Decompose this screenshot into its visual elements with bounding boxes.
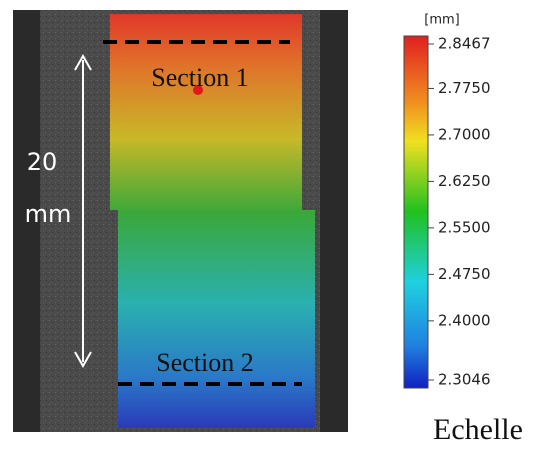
hot-spot	[193, 85, 203, 95]
colorbar-tick-label: 2.4750	[438, 265, 491, 283]
colorbar-bar	[403, 35, 429, 389]
colorbar-tick-label: 2.7000	[438, 125, 491, 143]
colorbar-title: Echelle	[433, 413, 523, 446]
colorbar-tick-label: 2.6250	[438, 172, 491, 190]
length-unit: mm	[25, 200, 72, 228]
colorbar-tick-label: 2.7750	[438, 79, 491, 97]
colorbar: [mm] Echelle 2.8467 2.7750 2.7000 2.6250 2.5…	[403, 13, 523, 446]
section-label: Section 1	[151, 63, 249, 92]
length-value: 20	[27, 148, 58, 176]
colorbar-tick-label: 2.3046	[438, 371, 491, 389]
colorbar-tick-label: 2.4000	[438, 311, 491, 329]
colorbar-tick-label: 2.8467	[438, 35, 491, 53]
section-label: Section 2	[156, 348, 254, 377]
arrow-heads	[74, 53, 92, 369]
colorbar-unit: [mm]	[424, 13, 459, 28]
colorbar-tick-label: 2.5500	[438, 218, 491, 236]
displacement-map	[110, 14, 315, 428]
photo: Section 1 Section 2 20 mm	[13, 10, 348, 432]
